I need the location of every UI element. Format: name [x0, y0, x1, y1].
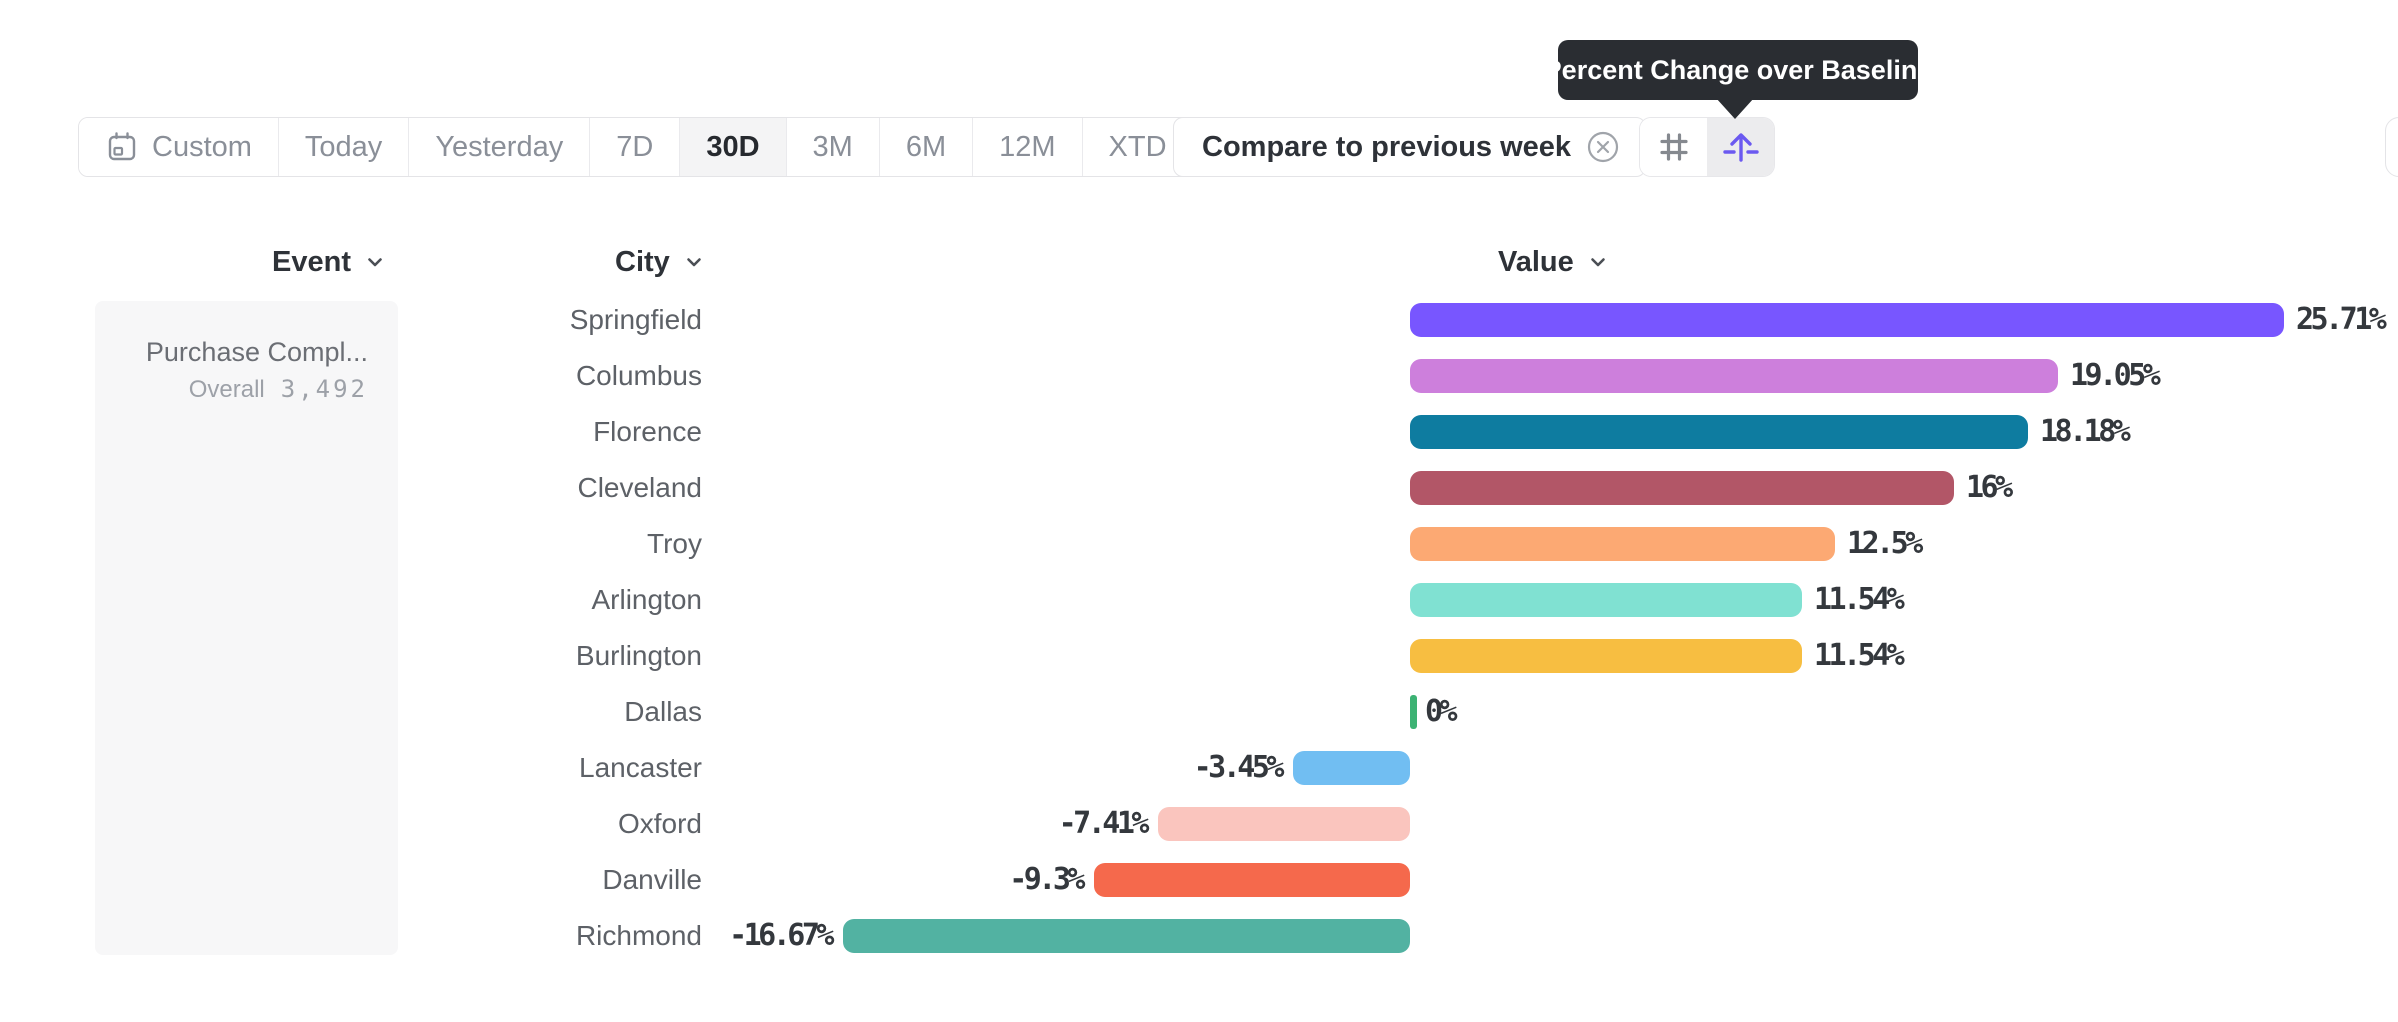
- chevron-down-icon: [363, 250, 387, 274]
- tooltip: Percent Change over Baseline: [1544, 40, 1932, 100]
- value-bar[interactable]: [1410, 527, 1835, 561]
- bar-value-label: 19.05%: [2070, 358, 2161, 393]
- city-label: Dallas: [624, 696, 702, 727]
- column-header-value[interactable]: Value: [1498, 245, 1610, 279]
- bar-value-label: -9.3%: [1009, 862, 1085, 897]
- close-circle-icon[interactable]: [1585, 129, 1621, 165]
- value-bar[interactable]: [1410, 359, 2058, 393]
- bar-value-label: -16.67%: [729, 918, 834, 953]
- event-card-overall-label: Overall: [188, 376, 265, 403]
- arrow-up-baseline-icon[interactable]: [1707, 118, 1774, 176]
- range-button-3m[interactable]: 3M: [786, 118, 880, 176]
- chart-value-toggle: [1639, 117, 1775, 177]
- city-label: Arlington: [591, 584, 702, 615]
- column-header-city-label: City: [615, 245, 670, 278]
- event-card-overall-value: 3,492: [280, 375, 368, 403]
- range-button-label: Yesterday: [435, 130, 564, 163]
- city-label: Troy: [647, 528, 702, 559]
- range-button-label: Custom: [152, 130, 252, 163]
- range-button-label: 12M: [999, 130, 1056, 163]
- event-card-title: Purchase Compl...: [145, 337, 368, 367]
- city-label: Columbus: [575, 360, 702, 391]
- chevron-down-icon: [1586, 250, 1610, 274]
- city-label: Florence: [593, 416, 702, 447]
- value-bar[interactable]: [1410, 639, 1802, 673]
- column-header-event-label: Event: [272, 245, 351, 278]
- bar-value-label: -7.41%: [1058, 806, 1150, 841]
- bar-value-label: 16%: [1966, 470, 2013, 505]
- chevron-down-icon: [682, 250, 706, 274]
- value-bar[interactable]: [1410, 415, 2028, 449]
- value-bar[interactable]: [1410, 471, 1954, 505]
- bar-value-label: 25.71%: [2296, 302, 2387, 337]
- calendar-icon: [105, 130, 139, 164]
- value-bar[interactable]: [1158, 807, 1410, 841]
- tooltip-caret: [1716, 98, 1754, 119]
- column-header-event[interactable]: Event: [272, 245, 387, 279]
- value-bar[interactable]: [1094, 863, 1410, 897]
- value-bar[interactable]: [1410, 303, 2284, 337]
- city-label: Richmond: [575, 920, 702, 951]
- city-label: Cleveland: [577, 472, 702, 503]
- bar-value-label: 12.5%: [1847, 526, 1923, 561]
- range-button-label: 3M: [812, 130, 853, 163]
- range-button-30d[interactable]: 30D: [680, 118, 787, 176]
- range-button-yesterday[interactable]: Yesterday: [409, 118, 591, 176]
- range-button-label: Today: [304, 130, 383, 163]
- compare-chip[interactable]: Compare to previous week: [1173, 117, 1647, 177]
- city-label: Danville: [602, 864, 702, 895]
- bar-value-label: 11.54%: [1814, 638, 1905, 673]
- compare-chip-label: Compare to previous week: [1202, 130, 1572, 163]
- bar-value-label: 18.18%: [2040, 414, 2131, 449]
- column-header-value-label: Value: [1498, 245, 1574, 278]
- tooltip-text: Percent Change over Baseline: [1543, 54, 1933, 85]
- range-button-label: XTD: [1108, 130, 1167, 163]
- clipped-edge-button[interactable]: [2385, 117, 2398, 177]
- value-bar[interactable]: [1410, 583, 1802, 617]
- bar-value-label: 0%: [1425, 694, 1458, 729]
- column-header-city[interactable]: City: [615, 245, 706, 279]
- event-card[interactable]: Purchase Compl... Overall 3,492: [95, 301, 398, 955]
- hash-icon[interactable]: [1640, 118, 1707, 176]
- value-bar[interactable]: [843, 919, 1410, 953]
- city-label: Springfield: [569, 304, 702, 335]
- range-button-7d[interactable]: 7D: [590, 118, 681, 176]
- bar-value-label: 11.54%: [1814, 582, 1905, 617]
- value-bar[interactable]: [1293, 751, 1410, 785]
- value-bar[interactable]: [1410, 695, 1417, 729]
- city-label: Lancaster: [579, 752, 702, 783]
- city-label: Burlington: [575, 640, 702, 671]
- range-button-12m[interactable]: 12M: [973, 118, 1083, 176]
- city-label: Oxford: [617, 808, 702, 839]
- range-button-label: 7D: [616, 130, 654, 163]
- range-button-6m[interactable]: 6M: [879, 118, 974, 176]
- range-button-label: 6M: [905, 130, 947, 163]
- range-button-custom[interactable]: Custom: [79, 118, 279, 176]
- date-range-toolbar: Custom Today Yesterday 7D 30D 3M 6M 12M XTD: [78, 117, 1231, 177]
- bar-value-label: -3.45%: [1193, 750, 1285, 785]
- range-button-today[interactable]: Today: [278, 118, 410, 176]
- event-card-subtitle: Overall 3,492: [189, 375, 368, 404]
- range-button-label: 30D: [706, 130, 760, 163]
